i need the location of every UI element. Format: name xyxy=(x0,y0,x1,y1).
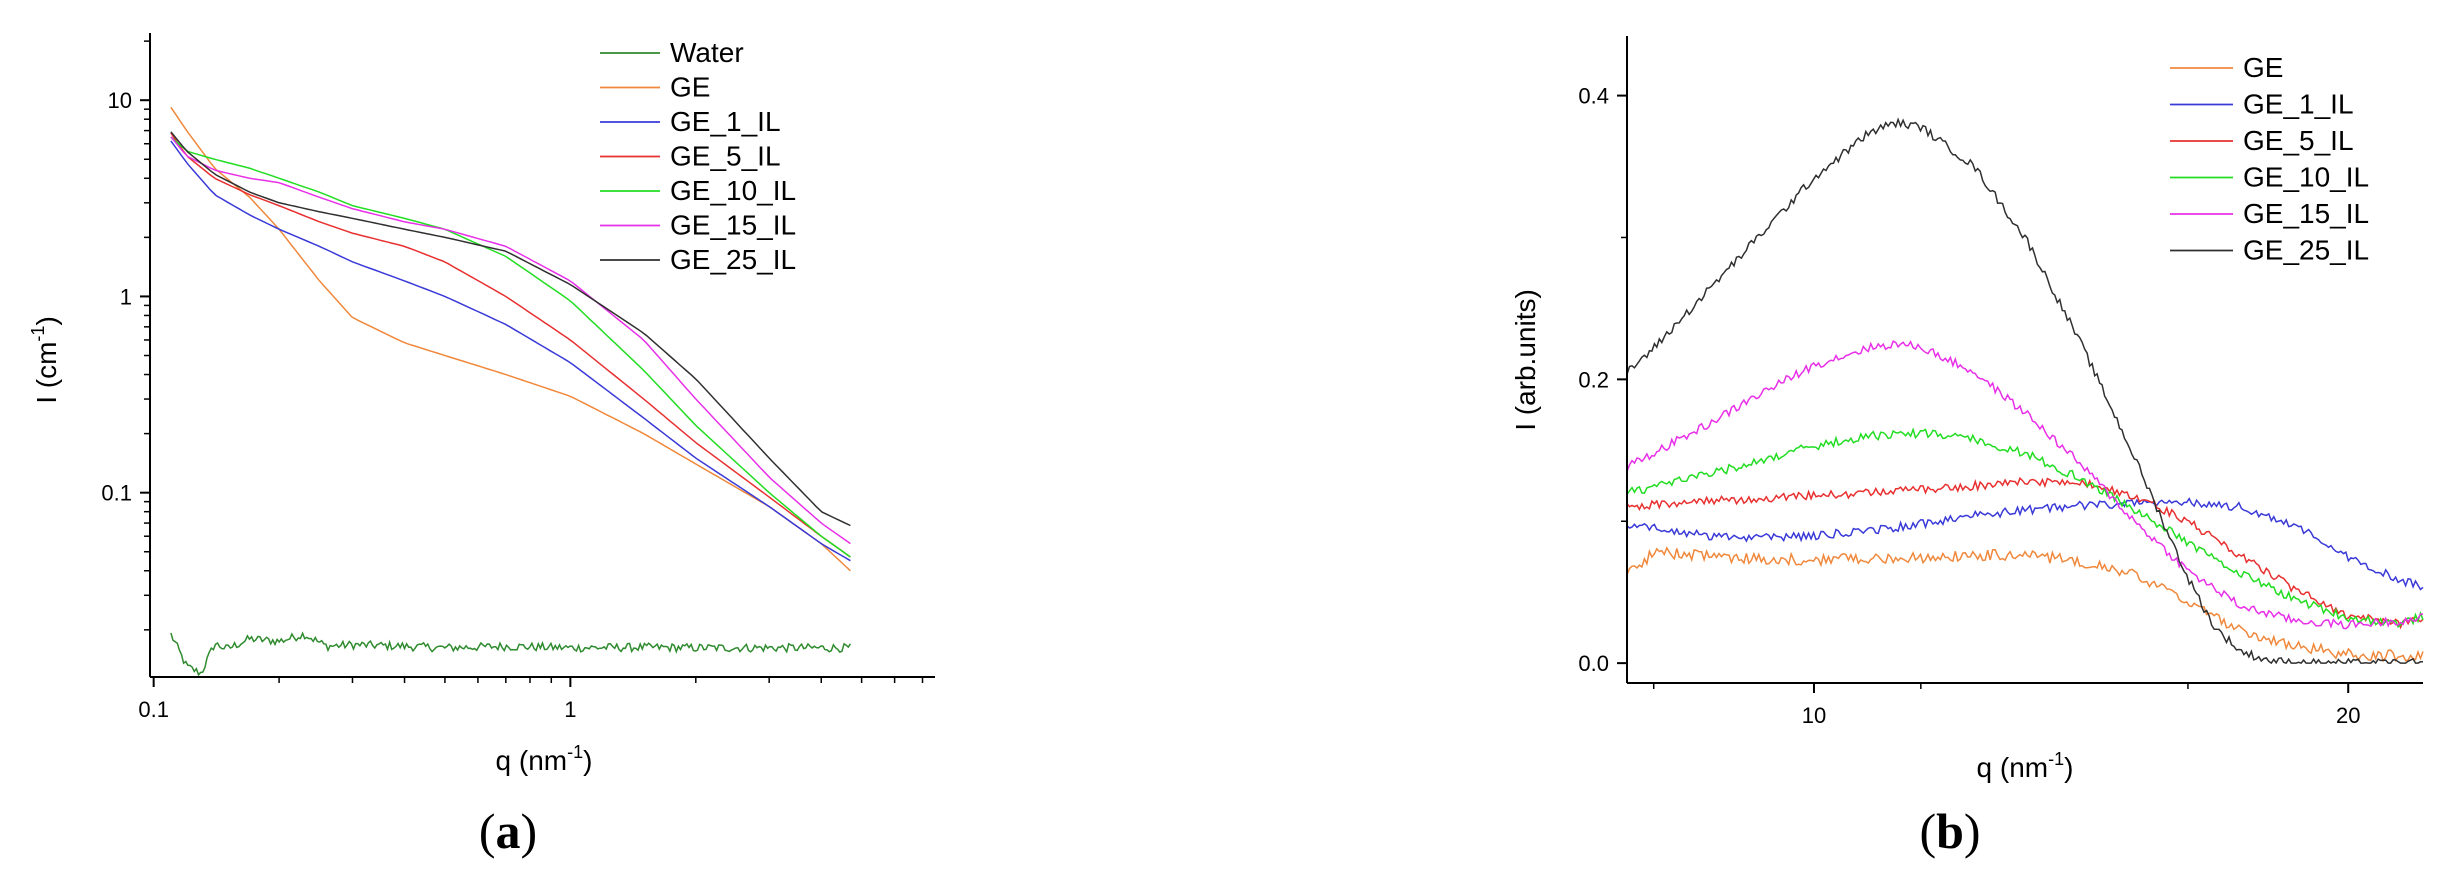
legend-b: GE GE_1_IL GE_5_IL GE_10_IL GE_15_IL GE_25_IL xyxy=(2170,52,2369,266)
x-tick-label: 0.1 xyxy=(138,697,169,722)
y-axis-label-b: I (arb.units) xyxy=(1510,289,1541,431)
legend-label: GE_15_IL xyxy=(2243,198,2369,229)
series-line-ge xyxy=(1626,546,2424,663)
legend-label: GE xyxy=(670,72,710,103)
series-line-ge-1-il xyxy=(1626,497,2424,591)
chart-panel-b: 10 200.00.20.4 GEGE_1_ILGE_5_ILGE_10_ILGE… xyxy=(1510,36,2424,859)
legend-label: GE_1_IL xyxy=(670,106,781,137)
y-tick-label: 1 xyxy=(120,284,132,309)
series-line-ge-25-il xyxy=(1626,117,2423,665)
series-line-ge-10-il xyxy=(1626,427,2424,628)
x-tick-label: 20 xyxy=(2336,703,2360,728)
y-axis-label-a: I (cm-1) xyxy=(28,316,62,404)
plot-area-a xyxy=(170,106,852,677)
series-line-ge xyxy=(170,106,851,572)
x-tick-label: 10 xyxy=(1802,703,1826,728)
legend-label: GE_10_IL xyxy=(2243,162,2369,193)
series-line-ge-5-il xyxy=(1626,476,2424,630)
y-tick-label: 0.2 xyxy=(1578,367,1609,392)
legend-label: GE_5_IL xyxy=(2243,125,2354,156)
legend-label: GE_1_IL xyxy=(2243,89,2354,120)
legend-label: GE xyxy=(2243,52,2283,83)
x-tick-label: 1 xyxy=(564,697,576,722)
series-line-ge-5-il xyxy=(170,132,851,558)
legend-label: GE_25_IL xyxy=(2243,235,2369,266)
series-line-ge-10-il xyxy=(170,136,851,558)
legend-label: GE_15_IL xyxy=(670,210,796,241)
panel-label-a: (a) xyxy=(479,803,537,859)
series-line-ge-25-il xyxy=(170,131,851,527)
plot-area-b xyxy=(1626,117,2424,665)
legend-label: GE_5_IL xyxy=(670,141,781,172)
legend-label: Water xyxy=(670,37,744,68)
series-line-ge-15-il xyxy=(1626,340,2423,630)
y-tick-label: 0.1 xyxy=(101,481,132,506)
legend-label: GE_10_IL xyxy=(670,175,796,206)
y-tick-label: 0.0 xyxy=(1578,651,1609,676)
axis-ticks-a: 0.1 1 0.1 1 10 xyxy=(101,40,924,722)
y-tick-label: 10 xyxy=(108,88,132,113)
x-axis-label-b: q (nm-1) xyxy=(1977,749,2074,783)
y-tick-label: 0.4 xyxy=(1578,84,1609,109)
series-line-ge-1-il xyxy=(170,140,851,562)
legend-label: GE_25_IL xyxy=(670,244,796,275)
x-axis-label-a: q (nm-1) xyxy=(496,742,593,776)
panel-label-b: (b) xyxy=(1919,803,1980,859)
series-line-water xyxy=(170,631,852,677)
axis-ticks-b: 10 20 0.0 0.2 0.4 xyxy=(1578,84,2360,728)
series-line-ge-15-il xyxy=(170,136,851,545)
